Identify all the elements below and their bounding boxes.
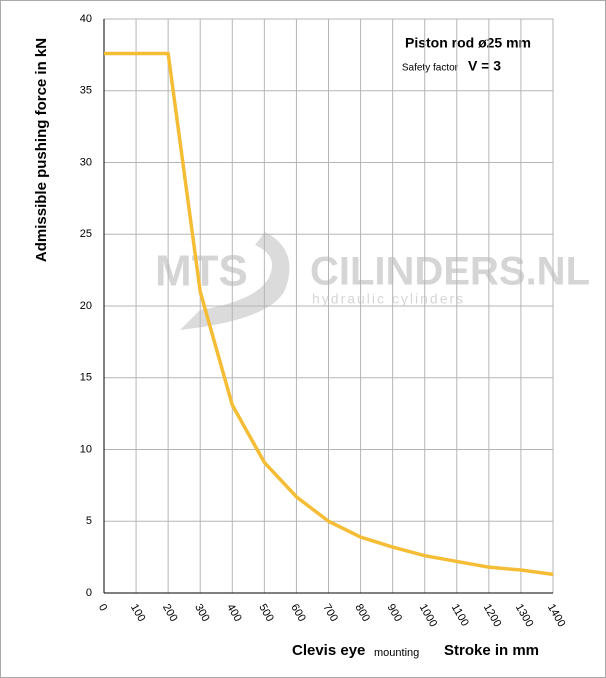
annotation: V = 3 (468, 58, 501, 74)
y-tick-label: 5 (86, 515, 92, 527)
x-axis-label-unit: Stroke in mm (444, 642, 539, 659)
y-tick-label: 15 (80, 372, 92, 384)
x-axis-label: Clevis eye (292, 642, 365, 659)
y-tick-label: 40 (80, 13, 92, 25)
y-tick-label: 30 (80, 156, 92, 168)
watermark-text: hydraulic cylinders (312, 291, 465, 307)
y-tick-label: 20 (80, 300, 92, 312)
y-tick-label: 25 (80, 228, 92, 240)
y-tick-label: 10 (80, 443, 92, 455)
chart-title: Piston rod ø25 mm (405, 35, 531, 51)
y-axis-label: Admissible pushing force in kN (33, 38, 50, 262)
data-line (104, 51, 554, 577)
watermark-text: CILINDERS.NL (310, 250, 590, 294)
x-tick-label: 0 (96, 602, 109, 613)
y-tick-label: 35 (80, 85, 92, 97)
annotation: Safety factor (402, 63, 459, 74)
x-axis-label-note: mounting (374, 647, 419, 659)
y-tick-label: 0 (86, 587, 92, 599)
